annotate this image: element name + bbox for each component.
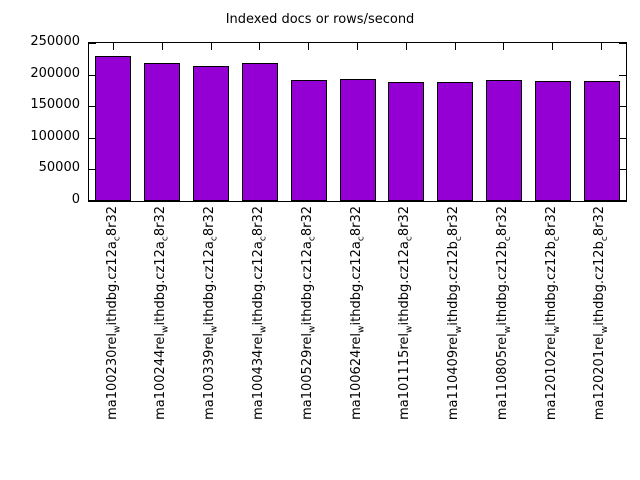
x-tick-label: ma120201relwithdbg.cz12bc8r32 <box>592 206 611 421</box>
y-tick-mark <box>89 74 96 76</box>
y-tick-mark <box>619 137 626 139</box>
y-tick-label: 250000 <box>30 34 80 49</box>
x-tick-mark <box>503 43 505 50</box>
x-tick-mark <box>308 43 310 50</box>
x-tick-mark <box>112 43 114 50</box>
bar <box>290 80 327 201</box>
x-tick-mark <box>357 43 358 50</box>
x-tick-mark <box>405 43 407 50</box>
bar <box>388 82 425 201</box>
x-tick-mark <box>259 43 261 50</box>
bar <box>193 65 230 201</box>
x-tick-mark <box>601 43 603 50</box>
y-tick-mark <box>619 43 626 44</box>
y-tick-mark <box>619 106 626 108</box>
x-tick-label: ma110409relwithdbg.cz12bc8r32 <box>446 206 464 421</box>
x-tick-mark <box>161 43 163 50</box>
bar <box>95 55 132 201</box>
y-tick-mark <box>619 169 626 171</box>
y-tick-mark <box>89 169 96 171</box>
x-tick-label: ma100244relwithdbg.cz12ac8r32 <box>153 206 171 420</box>
y-tick-mark <box>89 137 96 139</box>
bar <box>583 80 620 201</box>
bar <box>241 63 278 201</box>
y-tick-label: 0 <box>71 192 80 207</box>
bar <box>437 82 474 201</box>
x-tick-label: ma100339relwithdbg.cz12ac8r32 <box>202 206 220 420</box>
y-tick-mark <box>619 74 626 76</box>
bar <box>339 79 376 201</box>
x-tick-label: ma100434relwithdbg.cz12ac8r32 <box>250 206 269 420</box>
x-tick-mark <box>210 43 212 50</box>
y-tick-label: 150000 <box>30 97 80 113</box>
y-tick-label: 200000 <box>30 65 80 81</box>
x-tick-label: ma100529relwithdbg.cz12ac8r32 <box>299 206 318 420</box>
y-tick-label: 50000 <box>38 160 80 176</box>
x-tick-label: ma100624relwithdbg.cz12ac8r32 <box>348 206 367 420</box>
x-tick-label: ma110805relwithdbg.cz12bc8r32 <box>494 206 513 421</box>
x-tick-label: ma100230relwithdbg.cz12ac8r32 <box>104 206 123 420</box>
x-tick-mark <box>552 43 554 50</box>
y-tick-mark <box>89 43 96 44</box>
bar <box>534 80 571 201</box>
x-tick-label: ma120102relwithdbg.cz12bc8r32 <box>543 206 562 421</box>
y-tick-mark <box>89 106 96 108</box>
bar <box>144 63 181 201</box>
y-tick-mark <box>89 200 96 201</box>
plot-area <box>88 42 627 202</box>
x-tick-label: ma101115relwithdbg.cz12ac8r32 <box>397 206 415 420</box>
x-tick-mark <box>454 43 456 50</box>
bar <box>485 80 522 201</box>
y-tick-label: 100000 <box>30 128 80 144</box>
chart-title: Indexed docs or rows/second <box>225 12 415 27</box>
y-tick-mark <box>619 200 626 201</box>
